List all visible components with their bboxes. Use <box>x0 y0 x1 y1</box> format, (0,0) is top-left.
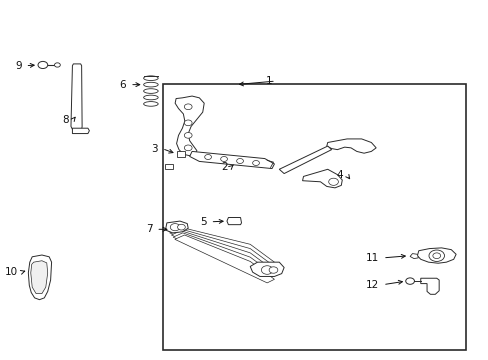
Polygon shape <box>189 152 274 168</box>
Circle shape <box>328 178 338 185</box>
Text: 10: 10 <box>4 267 18 277</box>
Polygon shape <box>226 217 241 225</box>
Circle shape <box>405 278 414 284</box>
Text: 8: 8 <box>62 115 69 125</box>
Circle shape <box>252 161 259 166</box>
Polygon shape <box>169 229 274 270</box>
Polygon shape <box>72 128 89 134</box>
Circle shape <box>184 120 192 126</box>
Text: 2: 2 <box>221 162 227 172</box>
Text: 7: 7 <box>145 224 152 234</box>
Ellipse shape <box>143 95 158 100</box>
Circle shape <box>54 63 60 67</box>
Text: 9: 9 <box>15 61 21 71</box>
Polygon shape <box>176 152 184 157</box>
Circle shape <box>236 158 243 163</box>
Circle shape <box>38 62 48 68</box>
Circle shape <box>261 266 272 274</box>
Circle shape <box>177 224 185 230</box>
Polygon shape <box>171 231 274 274</box>
Circle shape <box>428 250 444 261</box>
Polygon shape <box>175 96 204 156</box>
Ellipse shape <box>143 82 158 87</box>
Text: 5: 5 <box>200 217 206 227</box>
Text: 12: 12 <box>365 280 378 290</box>
Ellipse shape <box>143 102 158 106</box>
Polygon shape <box>302 169 342 188</box>
Circle shape <box>184 145 192 151</box>
Polygon shape <box>167 226 274 266</box>
Polygon shape <box>326 139 375 153</box>
Circle shape <box>170 224 180 231</box>
Ellipse shape <box>143 76 158 81</box>
Circle shape <box>184 132 192 138</box>
Bar <box>163 84 465 350</box>
Polygon shape <box>420 278 438 294</box>
Polygon shape <box>175 235 274 283</box>
Polygon shape <box>71 64 82 131</box>
Text: 3: 3 <box>151 144 158 154</box>
Text: 4: 4 <box>336 170 343 180</box>
Polygon shape <box>279 146 331 174</box>
Polygon shape <box>417 248 455 263</box>
Polygon shape <box>165 164 172 169</box>
Circle shape <box>432 253 440 258</box>
Polygon shape <box>28 255 52 300</box>
Text: 6: 6 <box>120 80 126 90</box>
Circle shape <box>220 157 227 162</box>
Polygon shape <box>165 221 188 233</box>
Circle shape <box>184 104 192 110</box>
Polygon shape <box>173 233 274 279</box>
Text: 1: 1 <box>265 76 271 86</box>
Text: 11: 11 <box>365 253 378 263</box>
Polygon shape <box>250 262 284 276</box>
Polygon shape <box>409 253 417 258</box>
Ellipse shape <box>143 89 158 93</box>
Polygon shape <box>31 261 48 294</box>
Circle shape <box>268 267 277 273</box>
Circle shape <box>204 154 211 159</box>
